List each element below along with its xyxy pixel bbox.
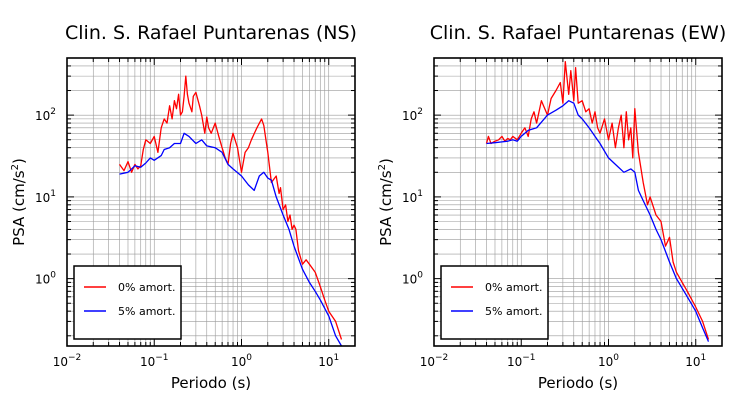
legend-label-0: 0% amort. — [485, 281, 542, 294]
x-tick-label: 100 — [231, 353, 252, 369]
x-tick-label: 101 — [318, 353, 339, 369]
legend-label-1: 5% amort. — [485, 305, 542, 318]
axes-frame — [433, 57, 723, 347]
chart-title: Clin. S. Rafael Puntarenas (NS) — [65, 22, 357, 44]
y-tick-label: 101 — [35, 189, 56, 205]
legend-box — [440, 265, 549, 340]
x-axis-label: Periodo (s) — [171, 374, 251, 392]
y-tick-label: 102 — [35, 107, 56, 123]
legend-label-0: 0% amort. — [118, 281, 175, 294]
axis-ticks — [433, 57, 723, 346]
legend: 0% amort. 5% amort. — [440, 265, 549, 340]
x-tick-label: 10−1 — [507, 353, 536, 369]
y-axis-label: PSA (cm/s2) — [10, 158, 28, 246]
chart-panel-1: 10−2 10−1 100 101 100 101 102 Clin. S. Rafael P… — [377, 22, 726, 392]
chart-panel-0: 10−2 10−1 100 101 100 101 102 Clin. S. Rafael P… — [10, 22, 357, 392]
y-tick-label: 101 — [402, 189, 423, 205]
x-tick-label: 100 — [598, 353, 619, 369]
x-tick-label: 101 — [685, 353, 706, 369]
series-line-0 — [485, 61, 710, 340]
series-line-1 — [486, 100, 710, 342]
legend-label-1: 5% amort. — [118, 305, 175, 318]
x-tick-label: 10−1 — [140, 353, 169, 369]
x-tick-label: 10−2 — [420, 353, 449, 369]
legend: 0% amort. 5% amort. — [73, 265, 182, 340]
axis-ticks — [66, 57, 356, 346]
x-tick-label: 10−2 — [53, 353, 82, 369]
series-line-0 — [118, 75, 343, 340]
legend-box — [73, 265, 182, 340]
y-tick-label: 102 — [402, 107, 423, 123]
x-axis-label: Periodo (s) — [538, 374, 618, 392]
y-tick-label: 100 — [35, 271, 56, 287]
axes-frame — [66, 57, 356, 347]
y-tick-label: 100 — [402, 271, 423, 287]
chart-title: Clin. S. Rafael Puntarenas (EW) — [430, 22, 726, 44]
series-line-1 — [119, 132, 343, 347]
y-axis-label: PSA (cm/s2) — [377, 158, 395, 246]
